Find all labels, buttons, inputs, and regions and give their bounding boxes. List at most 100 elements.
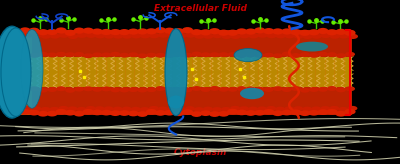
Ellipse shape: [56, 86, 66, 91]
Ellipse shape: [344, 109, 356, 115]
Ellipse shape: [23, 33, 33, 38]
Ellipse shape: [92, 110, 103, 115]
Text: Extracellular Fluid: Extracellular Fluid: [154, 4, 246, 13]
Ellipse shape: [200, 29, 211, 35]
Ellipse shape: [156, 86, 166, 91]
Ellipse shape: [240, 88, 264, 99]
Ellipse shape: [83, 53, 93, 58]
Ellipse shape: [218, 111, 229, 117]
Ellipse shape: [212, 107, 222, 112]
Ellipse shape: [95, 106, 105, 111]
Ellipse shape: [104, 33, 114, 39]
Ellipse shape: [122, 33, 132, 39]
Ellipse shape: [239, 106, 249, 111]
FancyBboxPatch shape: [12, 30, 352, 57]
Ellipse shape: [128, 87, 138, 92]
Ellipse shape: [284, 106, 294, 111]
Ellipse shape: [309, 53, 319, 58]
Ellipse shape: [119, 88, 129, 92]
Ellipse shape: [210, 86, 220, 91]
FancyBboxPatch shape: [8, 30, 32, 115]
Ellipse shape: [146, 53, 156, 58]
Ellipse shape: [210, 52, 220, 57]
Ellipse shape: [191, 29, 202, 35]
Ellipse shape: [209, 28, 220, 34]
Ellipse shape: [174, 87, 184, 92]
Ellipse shape: [128, 52, 138, 57]
FancyBboxPatch shape: [12, 87, 352, 115]
Ellipse shape: [32, 106, 42, 111]
Ellipse shape: [122, 107, 132, 112]
Ellipse shape: [299, 30, 310, 36]
Ellipse shape: [58, 106, 68, 111]
Ellipse shape: [101, 52, 111, 57]
Ellipse shape: [164, 87, 174, 92]
Ellipse shape: [47, 52, 57, 57]
Ellipse shape: [182, 87, 192, 92]
Ellipse shape: [245, 29, 256, 35]
Ellipse shape: [20, 27, 31, 34]
Ellipse shape: [185, 32, 196, 38]
Ellipse shape: [92, 29, 103, 35]
Ellipse shape: [137, 28, 148, 35]
Ellipse shape: [0, 26, 30, 118]
Ellipse shape: [311, 106, 321, 111]
Ellipse shape: [167, 106, 177, 111]
Ellipse shape: [119, 29, 130, 35]
Ellipse shape: [185, 106, 195, 111]
Ellipse shape: [40, 107, 50, 112]
Ellipse shape: [64, 110, 76, 116]
Ellipse shape: [128, 29, 139, 35]
Ellipse shape: [46, 29, 58, 35]
Ellipse shape: [347, 106, 358, 111]
Ellipse shape: [38, 29, 49, 35]
Ellipse shape: [59, 33, 69, 38]
Ellipse shape: [329, 106, 339, 111]
Ellipse shape: [38, 111, 49, 117]
Ellipse shape: [254, 110, 265, 116]
Ellipse shape: [291, 86, 301, 91]
Ellipse shape: [345, 86, 355, 91]
Ellipse shape: [146, 28, 157, 34]
Ellipse shape: [300, 52, 310, 57]
Ellipse shape: [237, 86, 247, 91]
Ellipse shape: [83, 28, 94, 34]
Ellipse shape: [227, 30, 238, 36]
Ellipse shape: [113, 107, 123, 112]
Ellipse shape: [119, 53, 129, 58]
Ellipse shape: [20, 109, 31, 115]
Ellipse shape: [245, 110, 256, 116]
Ellipse shape: [137, 111, 148, 117]
Ellipse shape: [182, 109, 193, 115]
Ellipse shape: [20, 53, 30, 58]
Ellipse shape: [266, 33, 277, 38]
Ellipse shape: [164, 53, 174, 58]
Ellipse shape: [65, 52, 75, 57]
Ellipse shape: [110, 110, 121, 116]
FancyBboxPatch shape: [12, 57, 352, 87]
Ellipse shape: [330, 33, 340, 39]
Ellipse shape: [131, 107, 141, 112]
Ellipse shape: [221, 34, 232, 39]
Ellipse shape: [218, 30, 229, 36]
Ellipse shape: [74, 87, 84, 92]
Ellipse shape: [74, 52, 84, 57]
Ellipse shape: [131, 33, 141, 38]
Ellipse shape: [282, 87, 292, 92]
Ellipse shape: [255, 53, 265, 58]
Ellipse shape: [326, 29, 338, 35]
Ellipse shape: [230, 106, 240, 111]
Ellipse shape: [38, 52, 48, 57]
Ellipse shape: [22, 106, 32, 111]
Ellipse shape: [68, 34, 78, 39]
Ellipse shape: [174, 52, 184, 57]
Ellipse shape: [56, 109, 67, 115]
Ellipse shape: [101, 29, 112, 35]
Ellipse shape: [65, 88, 75, 93]
Ellipse shape: [11, 52, 21, 57]
Ellipse shape: [308, 110, 320, 116]
Ellipse shape: [246, 86, 256, 91]
Ellipse shape: [77, 33, 87, 38]
Ellipse shape: [41, 33, 51, 39]
Ellipse shape: [336, 87, 346, 92]
